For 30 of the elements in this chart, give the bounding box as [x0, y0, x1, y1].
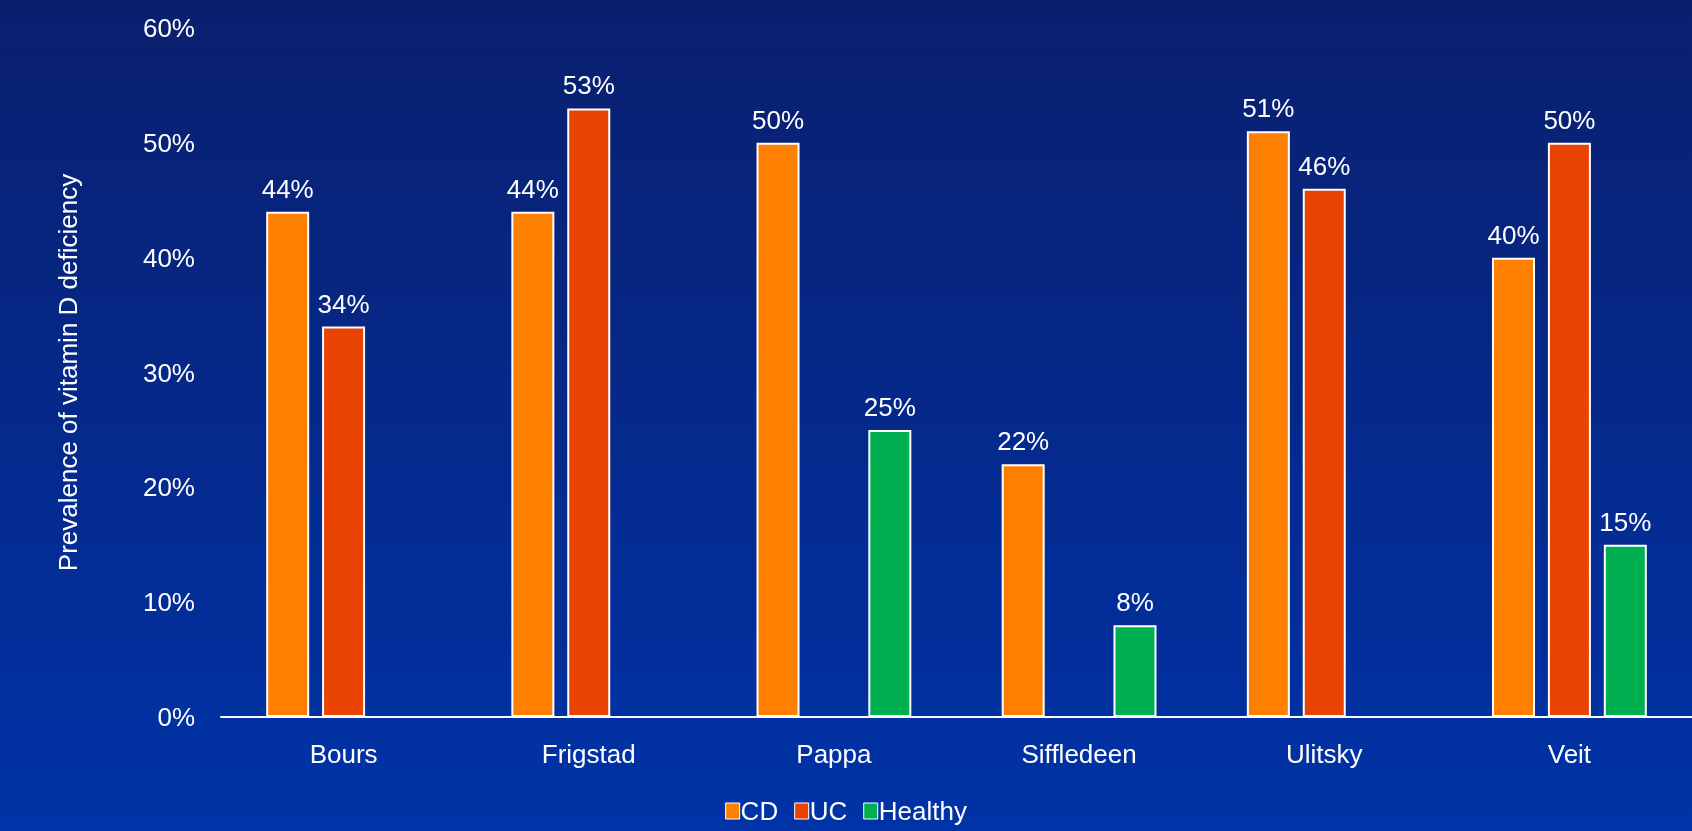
- data-label: 53%: [562, 70, 615, 101]
- data-label: 44%: [261, 173, 314, 204]
- legend-label: Healthy: [878, 796, 967, 826]
- data-label: 46%: [1298, 150, 1351, 181]
- data-label: 44%: [506, 173, 559, 204]
- y-tick-label: 50%: [142, 127, 195, 158]
- data-label: 15%: [1599, 506, 1652, 537]
- y-axis-title: Prevalence of vitamin D deficiency: [53, 173, 83, 572]
- y-tick-label: 40%: [142, 242, 195, 273]
- x-tick-label: Pappa: [796, 739, 873, 769]
- y-tick-label: 30%: [142, 357, 195, 388]
- y-tick-label: 20%: [142, 472, 195, 503]
- data-label: 34%: [317, 288, 370, 319]
- legend-label: UC: [809, 796, 848, 826]
- x-tick-label: Siffledeen: [1021, 739, 1137, 769]
- data-label: 50%: [751, 104, 805, 135]
- data-label: 50%: [1543, 104, 1596, 135]
- y-tick-label: 60%: [142, 13, 195, 43]
- x-tick-label: Veit: [1547, 739, 1592, 769]
- legend-label: CD: [740, 796, 779, 826]
- data-label: 51%: [1242, 93, 1295, 124]
- data-label: 22%: [997, 426, 1050, 457]
- x-tick-label: Ulitsky: [1285, 739, 1363, 769]
- y-tick-label: 10%: [142, 587, 195, 618]
- data-label: 25%: [863, 391, 916, 422]
- data-label: 8%: [1116, 587, 1154, 618]
- data-label: 40%: [1487, 219, 1540, 250]
- y-tick-label: 0%: [157, 702, 195, 732]
- x-tick-label: Frigstad: [541, 739, 636, 769]
- x-tick-label: Bours: [309, 739, 378, 769]
